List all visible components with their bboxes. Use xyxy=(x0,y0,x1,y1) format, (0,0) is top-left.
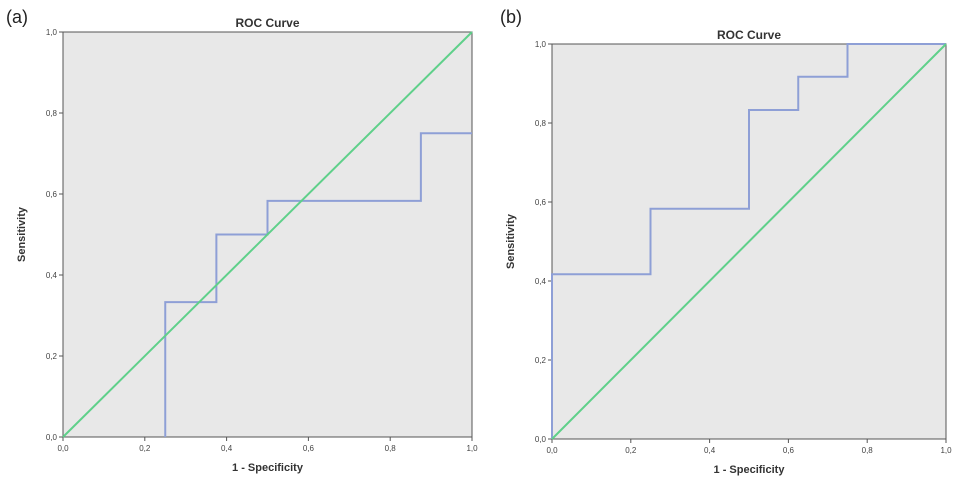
panel-label: (b) xyxy=(500,7,522,27)
y-tick-label: 1,0 xyxy=(535,40,547,49)
x-tick-label: 0,6 xyxy=(303,444,315,453)
x-axis-label: 1 - Specificity xyxy=(232,462,304,474)
reference-diagonal-line xyxy=(62,31,473,438)
chart-title: ROC Curve xyxy=(717,28,781,42)
x-tick-label: 0,0 xyxy=(546,446,558,455)
y-tick-label: 0,8 xyxy=(46,109,58,118)
reference-diagonal-line xyxy=(551,43,947,440)
x-tick-label: 0,8 xyxy=(862,446,874,455)
x-tick-label: 0,6 xyxy=(783,446,795,455)
x-tick-label: 0,0 xyxy=(57,444,69,453)
y-tick-label: 0,2 xyxy=(535,356,547,365)
roc-curve-line xyxy=(551,43,946,439)
roc-panel-a: (a) ROC Curve 0,0 0,2 0,4 0,6 0,8 1,0 0,0 0,2 0,4 0… xyxy=(6,7,478,474)
x-tick-label: 1,0 xyxy=(466,444,478,453)
x-tick-label: 1,0 xyxy=(940,446,952,455)
y-axis-label: Sensitivity xyxy=(505,213,517,269)
y-tick-label: 0,4 xyxy=(46,271,58,280)
y-tick-label: 0,2 xyxy=(46,352,58,361)
y-tick-label: 0,6 xyxy=(46,190,58,199)
x-tick-label: 0,8 xyxy=(385,444,397,453)
roc-panel-b: (b) ROC Curve 0,0 0,2 0,4 0,6 0,8 1,0 0,0 0,2 0,4 0… xyxy=(500,7,952,476)
y-axis-label: Sensitivity xyxy=(16,206,28,262)
y-tick-label: 0,4 xyxy=(535,277,547,286)
panel-label: (a) xyxy=(6,7,28,27)
x-tick-label: 0,2 xyxy=(625,446,637,455)
x-axis-label: 1 - Specificity xyxy=(714,464,786,476)
chart-title: ROC Curve xyxy=(235,16,299,30)
y-tick-label: 0,8 xyxy=(535,119,547,128)
x-tick-label: 0,2 xyxy=(139,444,151,453)
x-tick-label: 0,4 xyxy=(704,446,716,455)
y-tick-label: 0,0 xyxy=(535,435,547,444)
x-tick-label: 0,4 xyxy=(221,444,233,453)
y-tick-label: 1,0 xyxy=(46,28,58,37)
y-tick-label: 0,0 xyxy=(46,433,58,442)
y-tick-label: 0,6 xyxy=(535,198,547,207)
